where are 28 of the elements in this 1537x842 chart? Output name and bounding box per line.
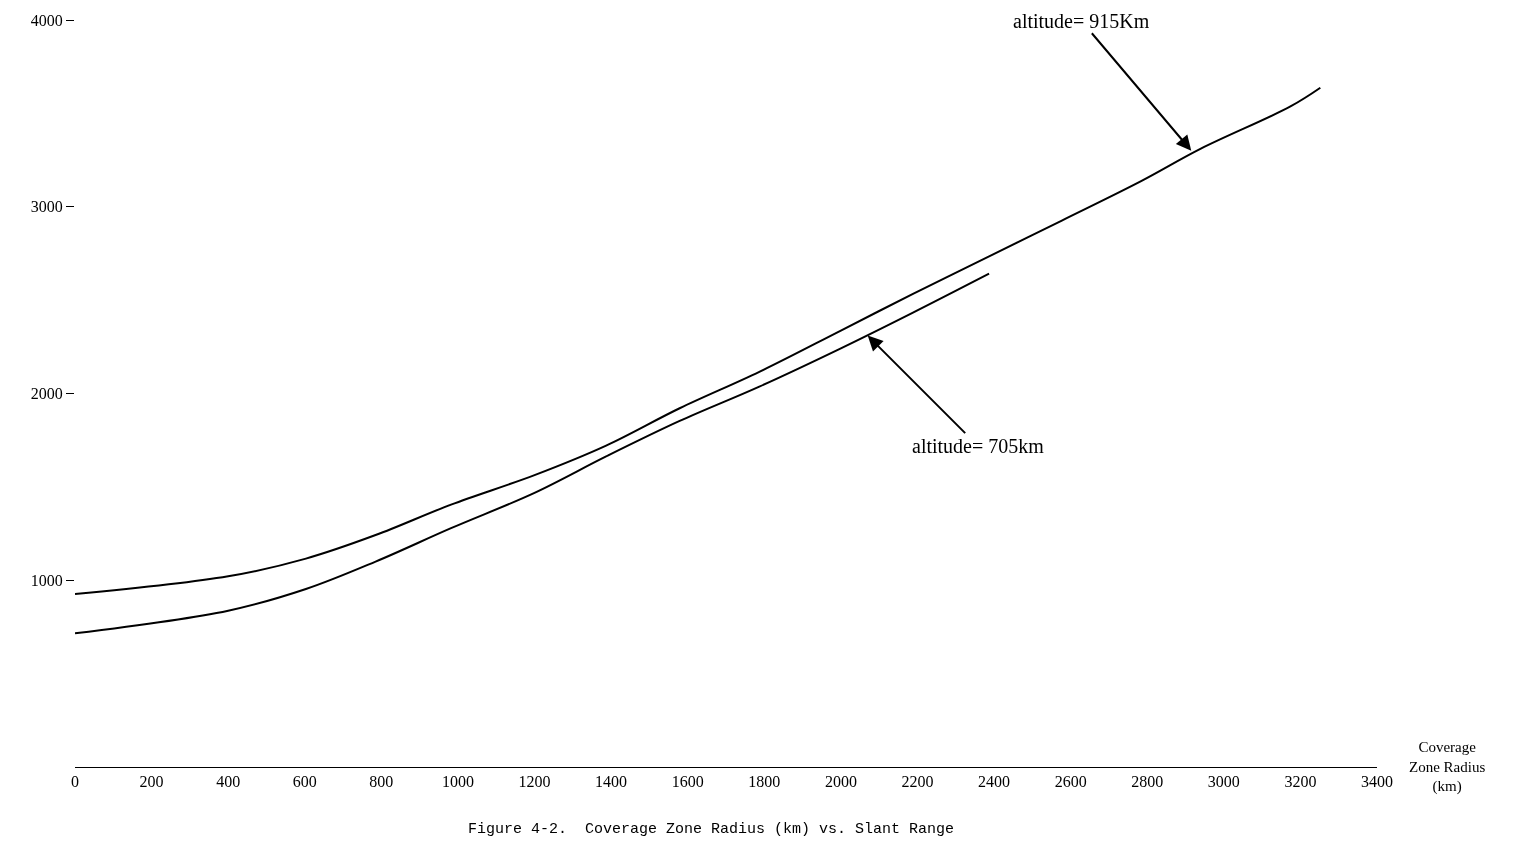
- x-tick-label: 1400: [595, 773, 628, 791]
- x-tick-label: 2200: [901, 773, 934, 791]
- x-tick-label: 2600: [1054, 773, 1087, 791]
- x-tick-label: 1800: [748, 773, 781, 791]
- x-axis-title: Coverage Zone Radius (km): [1409, 739, 1486, 795]
- line-series: [75, 272, 991, 635]
- x-tick-label: 200: [139, 773, 164, 791]
- x-tick-label: 2000: [824, 773, 857, 791]
- line-series: [75, 86, 1322, 596]
- x-tick-label: 600: [292, 773, 317, 791]
- x-tick-label: 2800: [1131, 773, 1164, 791]
- y-tick-label: 4000: [30, 11, 63, 29]
- x-tick-label: 0: [71, 773, 79, 791]
- x-tick-label: 3000: [1207, 773, 1240, 791]
- x-tick-label: 3400: [1361, 773, 1393, 791]
- x-tick-label: 2400: [978, 773, 1011, 791]
- y-tick-label: 2000: [30, 385, 63, 403]
- x-tick-label: 1600: [671, 773, 704, 791]
- caption: Figure 4-2. Coverage Zone Radius (km) vs. Slant Range: [468, 821, 955, 838]
- annotation: altitude= 705km: [912, 435, 1045, 457]
- x-tick-label: 1000: [441, 773, 474, 791]
- y-tick-label: 3000: [30, 198, 63, 216]
- x-tick-label: 1200: [518, 773, 551, 791]
- x-tick-label: 3200: [1284, 773, 1317, 791]
- annotation: altitude= 915Km: [1013, 10, 1150, 32]
- x-tick-label: 400: [216, 773, 241, 791]
- y-tick-label: 1000: [30, 571, 63, 589]
- x-tick-label: 800: [369, 773, 394, 791]
